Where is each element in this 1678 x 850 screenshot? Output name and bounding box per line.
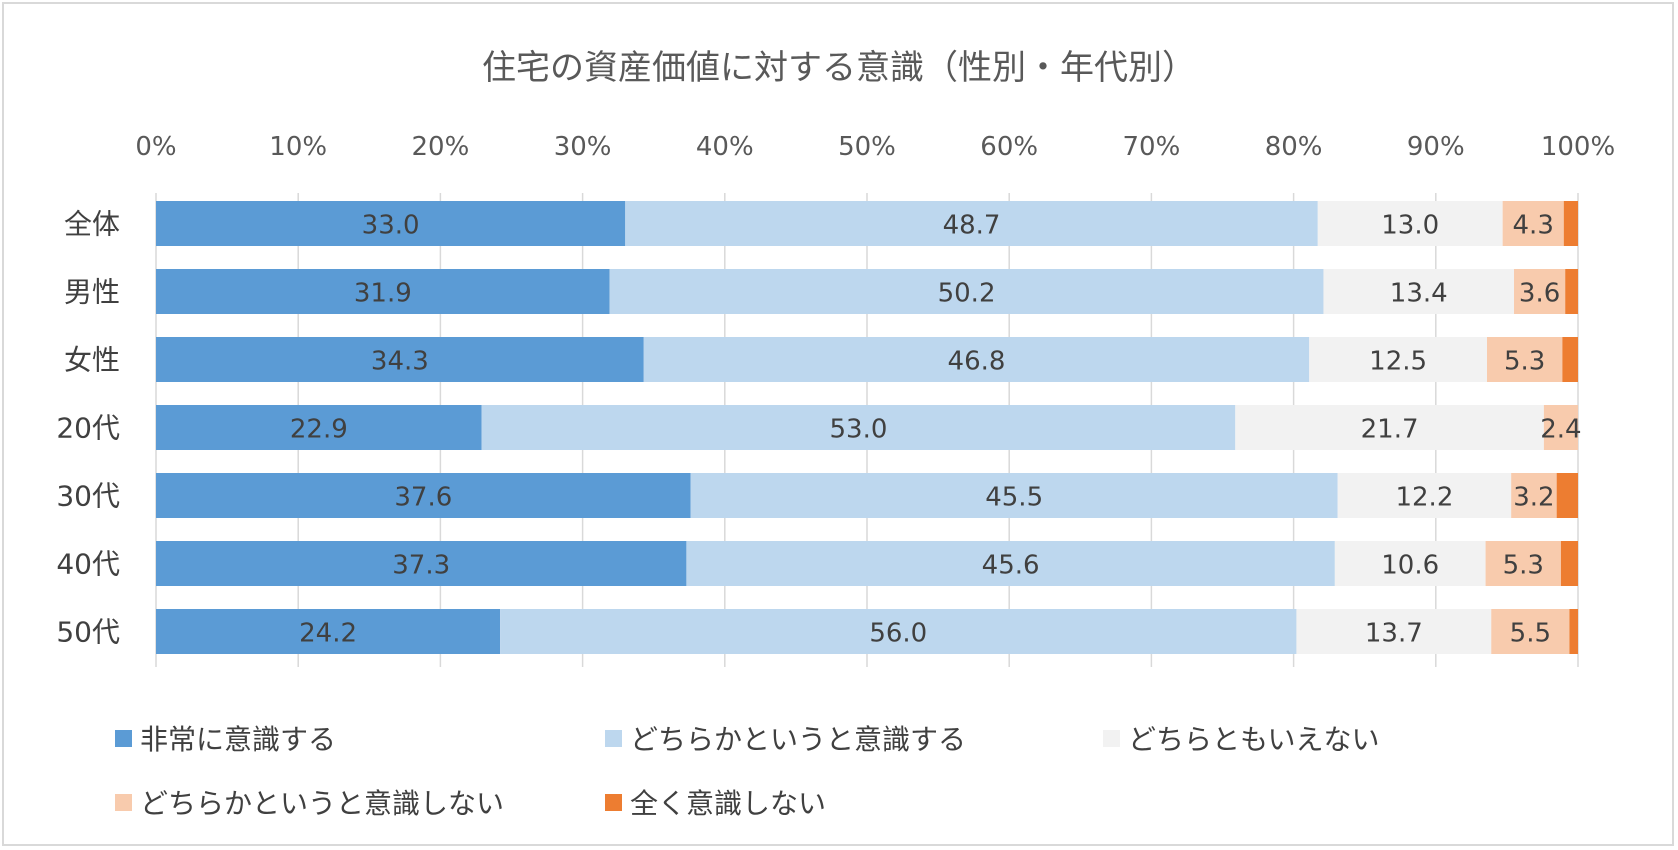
data-label: 2.4: [1540, 415, 1581, 445]
legend-label: どちらともいえない: [1128, 723, 1380, 756]
bar-segment: [1491, 609, 1570, 654]
legend-label: 非常に意識する: [140, 723, 337, 756]
data-label: 37.6: [394, 483, 452, 513]
bar-segment: [1562, 337, 1578, 382]
data-label: 56.0: [869, 619, 927, 649]
category-label: 40代: [56, 548, 120, 581]
bar-segment: [1502, 201, 1564, 246]
bar-segment: [1235, 405, 1544, 450]
data-label: 37.3: [392, 551, 450, 581]
data-label: 5.3: [1504, 347, 1545, 377]
bar-segment: [156, 405, 482, 450]
bar-segment: [686, 541, 1335, 586]
x-tick-label: 50%: [838, 132, 896, 162]
bar-segment: [1296, 609, 1492, 654]
bar-segment: [156, 541, 687, 586]
bar-segment: [1337, 473, 1512, 518]
x-tick-label: 20%: [412, 132, 470, 162]
bar-segment: [1569, 609, 1578, 654]
data-label: 13.0: [1381, 211, 1439, 241]
data-label: 13.7: [1365, 619, 1423, 649]
data-label: 21.7: [1361, 415, 1419, 445]
legend-item: 全く意識しない: [605, 782, 826, 822]
category-label: 男性: [64, 276, 120, 309]
legend-swatch: [605, 729, 622, 747]
bar-segment: [1486, 337, 1563, 382]
data-label: 31.9: [354, 279, 412, 309]
bar-segment: [1560, 541, 1578, 586]
legend-item: どちらかというと意識する: [605, 718, 966, 758]
bar-segment: [156, 269, 610, 314]
legend-label: どちらかというと意識しない: [140, 787, 505, 820]
bar-segment: [1334, 541, 1486, 586]
x-tick-label: 60%: [980, 132, 1038, 162]
legend-item: 非常に意識する: [115, 718, 336, 758]
legend-item: どちらともいえない: [1103, 718, 1379, 758]
legend-swatch: [605, 793, 622, 811]
data-label: 12.2: [1395, 483, 1453, 513]
data-label: 5.5: [1510, 619, 1551, 649]
bar-segment: [643, 337, 1310, 382]
data-label: 3.2: [1513, 483, 1554, 513]
data-label: 53.0: [830, 415, 888, 445]
data-label: 13.4: [1390, 279, 1448, 309]
bar-segment: [1556, 473, 1578, 518]
data-label: 4.3: [1513, 211, 1554, 241]
data-label: 34.3: [371, 347, 429, 377]
data-label: 50.2: [938, 279, 996, 309]
bar-segment: [1309, 337, 1487, 382]
bar-segment: [1485, 541, 1561, 586]
legend-label: 全く意識しない: [630, 787, 827, 820]
data-label: 5.3: [1503, 551, 1544, 581]
category-label: 50代: [56, 616, 120, 649]
data-label: 46.8: [948, 347, 1006, 377]
data-label: 48.7: [943, 211, 1001, 241]
bar-segment: [1565, 269, 1578, 314]
data-label: 22.9: [290, 415, 348, 445]
chart-title: 住宅の資産価値に対する意識（性別・年代別）: [482, 48, 1196, 88]
bar-segment: [1511, 473, 1557, 518]
x-tick-label: 10%: [269, 132, 327, 162]
data-label: 45.5: [985, 483, 1043, 513]
bar-segment: [625, 201, 1318, 246]
x-tick-label: 0%: [135, 132, 176, 162]
legend-swatch: [1103, 729, 1120, 747]
x-tick-label: 70%: [1123, 132, 1181, 162]
bar-segment: [1317, 201, 1503, 246]
data-label: 10.6: [1381, 551, 1439, 581]
x-tick-label: 90%: [1407, 132, 1465, 162]
legend-swatch: [115, 793, 132, 811]
data-label: 12.5: [1369, 347, 1427, 377]
category-label: 全体: [64, 208, 120, 241]
legend-label: どちらかというと意識する: [630, 723, 967, 756]
data-label: 24.2: [299, 619, 357, 649]
legend-item: どちらかというと意識しない: [115, 782, 504, 822]
legend-swatch: [115, 729, 132, 747]
bar-segment: [156, 609, 501, 654]
data-label: 45.6: [982, 551, 1040, 581]
bar-segment: [156, 337, 644, 382]
data-label: 33.0: [362, 211, 420, 241]
bar-segment: [481, 405, 1236, 450]
bar-segment: [156, 473, 691, 518]
bar-segment: [1543, 405, 1578, 450]
category-label: 20代: [56, 412, 120, 445]
bar-segment: [1323, 269, 1515, 314]
x-tick-label: 100%: [1541, 132, 1615, 162]
bar-segment: [156, 201, 626, 246]
x-tick-label: 80%: [1265, 132, 1323, 162]
bar-segment: [1563, 201, 1578, 246]
bar-segment: [690, 473, 1338, 518]
category-label: 30代: [56, 480, 120, 513]
bar-segment: [500, 609, 1297, 654]
data-label: 3.6: [1519, 279, 1560, 309]
bar-segment: [1514, 269, 1566, 314]
bar-segment: [609, 269, 1324, 314]
x-tick-label: 30%: [554, 132, 612, 162]
category-label: 女性: [64, 344, 120, 377]
x-tick-label: 40%: [696, 132, 754, 162]
